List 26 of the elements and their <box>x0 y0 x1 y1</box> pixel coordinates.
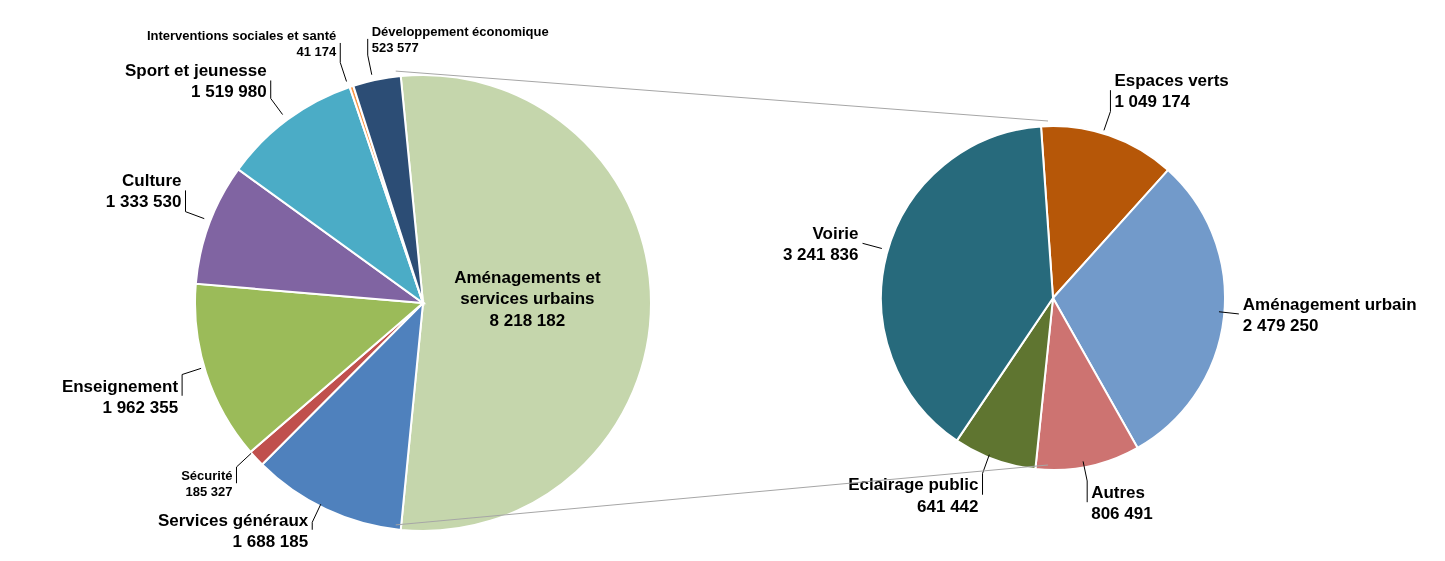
data-label: 2 479 250 <box>1242 315 1319 335</box>
slice-label: Aménagement urbain <box>1242 294 1417 314</box>
data-label: 8 218 182 <box>489 310 566 330</box>
slice-label: Culture <box>122 171 182 191</box>
slice-label: Espaces verts <box>1114 70 1229 90</box>
data-label: 185 327 <box>185 484 233 500</box>
slice-label: Eclairage public <box>848 475 979 495</box>
slice-label: Services généraux <box>157 510 309 530</box>
data-label: 523 577 <box>371 39 419 55</box>
slice-label: Sécurité <box>181 468 233 483</box>
data-label: 1 688 185 <box>232 531 309 551</box>
slice-label: Sport et jeunesse <box>125 61 267 81</box>
data-label: 1 333 530 <box>105 192 182 212</box>
slice-label: Aménagements et services urbains <box>454 268 601 309</box>
slice-label: Autres <box>1091 482 1146 502</box>
data-label: 1 519 980 <box>191 82 267 102</box>
data-label: 3 241 836 <box>782 245 859 265</box>
data-label: 1 962 355 <box>102 397 179 417</box>
slice-label: Développement économique <box>371 23 549 39</box>
data-label: 1 049 174 <box>1114 92 1191 112</box>
slice-label: Interventions sociales et santé <box>146 27 337 43</box>
data-label: 41 174 <box>296 43 338 59</box>
data-label: 641 442 <box>917 496 979 516</box>
slice-label: Voirie <box>812 224 859 244</box>
data-label: 806 491 <box>1091 504 1153 524</box>
slice-label: Enseignement <box>61 376 179 396</box>
